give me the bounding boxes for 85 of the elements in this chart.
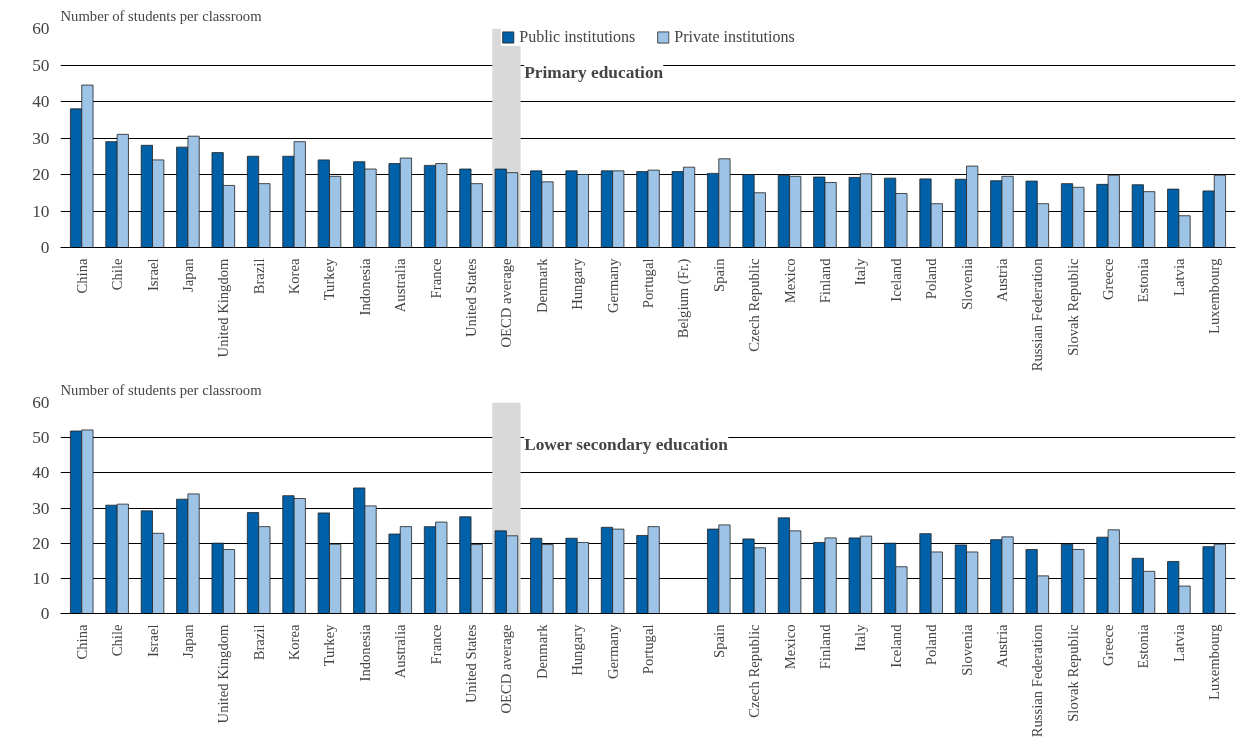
x-tick-label: Indonesia <box>356 624 373 682</box>
x-tick-label: United States <box>463 258 480 338</box>
y-tick-label: 10 <box>32 201 50 221</box>
x-tick-label: Denmark <box>533 623 550 680</box>
y-tick-label: 10 <box>32 568 50 588</box>
x-tick-label: Latvia <box>1170 258 1187 296</box>
y-tick-label: 60 <box>32 19 50 38</box>
x-tick-label: Czech Republic <box>746 624 763 718</box>
x-tick-label: Turkey <box>321 623 338 667</box>
x-tick-label: Korea <box>286 624 303 661</box>
x-tick-label: Slovenia <box>958 624 975 676</box>
x-tick-label: Austria <box>993 258 1010 302</box>
x-tick-label: Indonesia <box>356 258 373 316</box>
x-tick-label: Latvia <box>1170 624 1187 662</box>
x-tick-label: Australia <box>392 624 409 679</box>
x-tick-label: Spain <box>710 623 727 658</box>
x-tick-label: Germany <box>604 623 621 680</box>
x-tick-label: Greece <box>1100 624 1117 666</box>
x-tick-label: Slovenia <box>958 258 975 310</box>
x-tick-label: Iceland <box>887 257 904 302</box>
x-tick-label: Brazil <box>250 258 267 295</box>
y-tick-label: 20 <box>32 533 50 553</box>
x-tick-label: Mexico <box>781 624 798 670</box>
y-axis-title: Number of students per classroom <box>60 7 263 24</box>
x-tick-label: Israel <box>144 258 161 292</box>
x-tick-label: Israel <box>144 624 161 658</box>
y-tick-label: 30 <box>32 128 50 148</box>
x-tick-label: France <box>427 258 444 299</box>
x-tick-label: Denmark <box>533 257 550 314</box>
y-axis-title: Number of students per classroom <box>60 381 263 398</box>
x-tick-label: United States <box>463 624 480 704</box>
x-tick-label: Italy <box>852 257 869 286</box>
x-tick-label: Finland <box>816 623 833 670</box>
x-tick-label: Japan <box>179 257 196 292</box>
x-tick-label: Chile <box>109 624 126 657</box>
x-tick-label: Czech Republic <box>746 258 763 352</box>
y-tick-label: 40 <box>32 463 50 483</box>
annotation: Lower secondary education <box>524 435 729 455</box>
x-tick-label: Turkey <box>321 257 338 301</box>
x-tick-label: Estonia <box>1135 624 1152 669</box>
x-tick-label: Poland <box>923 623 940 666</box>
x-tick-label: Portugal <box>640 624 656 675</box>
y-tick-label: 50 <box>32 428 50 448</box>
y-tick-label: 50 <box>32 55 50 75</box>
x-tick-label: Luxembourg <box>1206 623 1223 700</box>
y-tick-label: 60 <box>32 393 50 412</box>
x-tick-label: Brazil <box>250 624 267 661</box>
x-tick-label: Italy <box>852 623 869 652</box>
y-tick-label: 40 <box>32 92 50 111</box>
x-tick-label: Iceland <box>887 623 904 668</box>
y-tick-label: 30 <box>32 498 50 518</box>
x-tick-label: Australia <box>392 258 409 313</box>
x-tick-label: Slovak Republic <box>1064 624 1081 722</box>
y-tick-label: 0 <box>40 604 50 623</box>
x-tick-label: Germany <box>604 257 621 314</box>
x-tick-label: Portugal <box>640 258 656 309</box>
annotation: Primary education <box>524 62 664 82</box>
x-tick-label: China <box>73 624 90 660</box>
x-tick-label: Luxembourg <box>1206 257 1223 334</box>
x-tick-label: OECD average <box>498 258 515 348</box>
x-tick-label: Slovak Republic <box>1064 258 1081 356</box>
x-tick-label: Japan <box>179 623 196 658</box>
x-tick-label: Poland <box>923 257 940 300</box>
x-tick-label: OECD average <box>498 624 515 714</box>
x-tick-label: Belgium (Fr.) <box>675 258 693 339</box>
x-tick-label: Mexico <box>781 258 798 304</box>
x-tick-label: United Kingdom <box>215 257 232 358</box>
y-tick-label: 20 <box>32 165 50 184</box>
x-tick-label: Russian Federation <box>1029 623 1046 738</box>
legend-label: Private institutions <box>674 28 795 46</box>
x-tick-label: Chile <box>109 258 126 291</box>
x-tick-label: Spain <box>710 257 727 292</box>
x-tick-label: Russian Federation <box>1029 257 1046 372</box>
x-tick-label: Estonia <box>1135 258 1152 303</box>
x-tick-label: France <box>427 624 444 665</box>
x-tick-label: Austria <box>993 624 1010 668</box>
x-tick-label: Hungary <box>569 257 586 310</box>
y-tick-label: 0 <box>40 238 50 257</box>
x-tick-label: China <box>73 258 90 294</box>
x-tick-label: United Kingdom <box>215 623 232 724</box>
legend-label: Public institutions <box>519 28 636 46</box>
x-tick-label: Greece <box>1100 258 1117 300</box>
x-tick-label: Finland <box>816 257 833 304</box>
x-tick-label: Hungary <box>569 623 586 676</box>
x-tick-label: Korea <box>286 258 303 295</box>
